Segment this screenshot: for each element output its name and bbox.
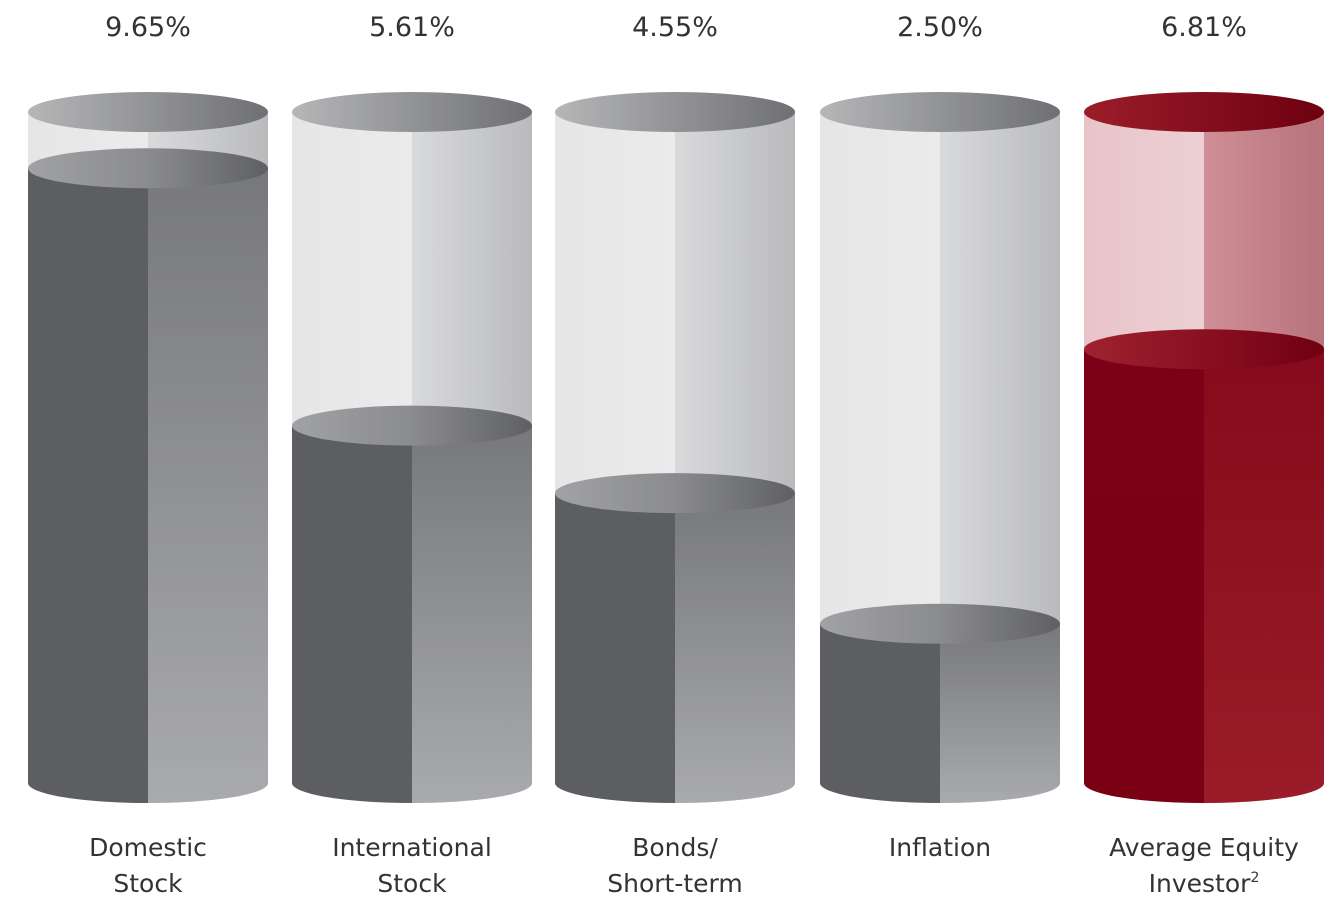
bar-value-cap <box>820 603 1060 644</box>
bar-fill-left <box>820 623 940 803</box>
bar-fill-right <box>940 623 1060 803</box>
bar-fill-left <box>28 168 148 804</box>
category-label-line: International <box>332 833 492 862</box>
category-label-line: Domestic <box>89 833 207 862</box>
bar-glass-cap <box>1084 92 1324 132</box>
bar-value-cap <box>28 148 268 189</box>
bar-glass-cap <box>28 92 268 132</box>
bar-5 <box>1084 92 1324 803</box>
value-label: 6.81% <box>1161 12 1247 43</box>
category-labels-layer: Domestic Stock International Stock Bonds/Sho… <box>89 833 1299 898</box>
bar-fill-right <box>1204 349 1324 803</box>
value-label: 5.61% <box>369 12 455 43</box>
bar-fill-right <box>412 425 532 803</box>
bar-fill-left <box>555 493 675 803</box>
bar-glass-cap <box>555 92 795 132</box>
category-label-line: Inflation <box>889 833 991 862</box>
bar-fill-right <box>148 168 268 804</box>
category-label-line: Investor2 <box>1149 869 1260 897</box>
value-labels-layer: 9.65% 5.61% 4.55% 2.50% 6.81% <box>105 12 1247 43</box>
bar-glass-cap <box>292 92 532 132</box>
category-label-line: Stock <box>377 869 447 897</box>
category-label-line: Short-term <box>607 869 743 897</box>
category-superscript: 2 <box>1250 870 1259 886</box>
category-label: Average Equity Investor2 <box>1109 833 1299 898</box>
category-label-line: Stock <box>113 869 183 897</box>
bar-2 <box>292 92 532 803</box>
bar-value-cap <box>555 473 795 514</box>
category-label-line: Average Equity <box>1109 833 1299 862</box>
bar-fill-left <box>1084 349 1204 803</box>
category-label-line: Bonds/ <box>632 833 718 862</box>
bar-value-cap <box>292 405 532 446</box>
bar-3 <box>555 92 795 803</box>
category-label: Inflation <box>889 833 991 862</box>
category-label: Domestic Stock <box>89 833 207 898</box>
value-label: 4.55% <box>632 12 718 43</box>
bars-layer <box>28 92 1324 804</box>
bar-4 <box>820 92 1060 803</box>
category-label: International Stock <box>332 833 492 898</box>
value-label: 9.65% <box>105 12 191 43</box>
bar-fill-right <box>675 493 795 803</box>
bar-value-cap <box>1084 329 1324 370</box>
bar-1 <box>28 92 268 804</box>
bar-glass-cap <box>820 92 1060 132</box>
bar-fill-left <box>292 425 412 803</box>
category-label: Bonds/Short-term <box>607 833 743 898</box>
value-label: 2.50% <box>897 12 983 43</box>
